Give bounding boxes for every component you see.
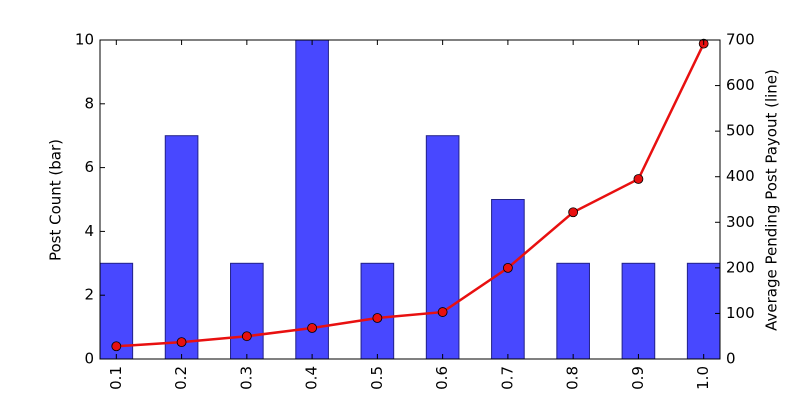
y2-tick-label: 300 xyxy=(726,213,755,231)
y-tick-label: 8 xyxy=(84,94,94,112)
y2-tick-label: 700 xyxy=(726,31,755,49)
x-tick-label: 0.3 xyxy=(237,366,255,390)
x-tick-label: 0.8 xyxy=(564,366,582,390)
y-tick-label: 10 xyxy=(75,31,94,49)
y-tick-label: 2 xyxy=(84,286,94,304)
x-tick-label: 0.9 xyxy=(629,366,647,390)
y2-tick-label: 400 xyxy=(726,167,755,185)
bar xyxy=(491,199,525,360)
y2-tick-label: 100 xyxy=(726,304,755,322)
y2-axis-label: Average Pending Post Payout (line) xyxy=(763,69,781,331)
bar xyxy=(425,135,460,360)
y-tick-label: 4 xyxy=(84,222,94,240)
marker xyxy=(111,341,122,352)
y2-tick-label: 0 xyxy=(726,350,736,368)
marker xyxy=(307,323,318,333)
bar xyxy=(686,262,721,360)
line xyxy=(116,43,705,348)
marker xyxy=(633,174,644,184)
marker xyxy=(241,331,252,342)
marker xyxy=(502,262,513,273)
marker xyxy=(372,313,383,323)
marker xyxy=(568,207,579,218)
plot-frame xyxy=(99,39,721,360)
y-axis-label: Post Count (bar) xyxy=(47,139,65,261)
x-tick-label: 0.1 xyxy=(107,366,125,390)
y-tick-label: 6 xyxy=(84,158,94,176)
bar xyxy=(556,262,590,360)
bar xyxy=(164,135,199,360)
y2-tick-label: 500 xyxy=(726,122,755,140)
y2-tick-label: 200 xyxy=(726,258,755,276)
x-tick-label: 0.2 xyxy=(172,366,190,390)
bar xyxy=(230,262,264,360)
marker xyxy=(437,307,448,317)
bar xyxy=(621,262,656,360)
x-tick-label: 0.4 xyxy=(303,366,321,390)
x-tick-label: 0.5 xyxy=(368,366,386,390)
marker xyxy=(176,337,187,348)
bar xyxy=(360,262,395,360)
x-tick-label: 0.6 xyxy=(433,366,451,390)
y2-tick-label: 600 xyxy=(726,76,755,94)
x-tick-label: 0.7 xyxy=(498,366,516,390)
bar xyxy=(295,39,329,360)
y-tick-label: 0 xyxy=(84,350,94,368)
x-tick-label: 1.0 xyxy=(694,366,712,390)
